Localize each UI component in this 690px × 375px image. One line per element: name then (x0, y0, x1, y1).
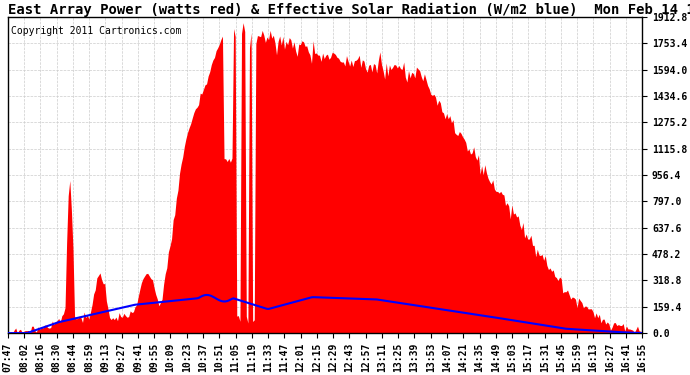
Text: East Array Power (watts red) & Effective Solar Radiation (W/m2 blue)  Mon Feb 14: East Array Power (watts red) & Effective… (8, 3, 690, 17)
Text: Copyright 2011 Cartronics.com: Copyright 2011 Cartronics.com (11, 26, 181, 36)
